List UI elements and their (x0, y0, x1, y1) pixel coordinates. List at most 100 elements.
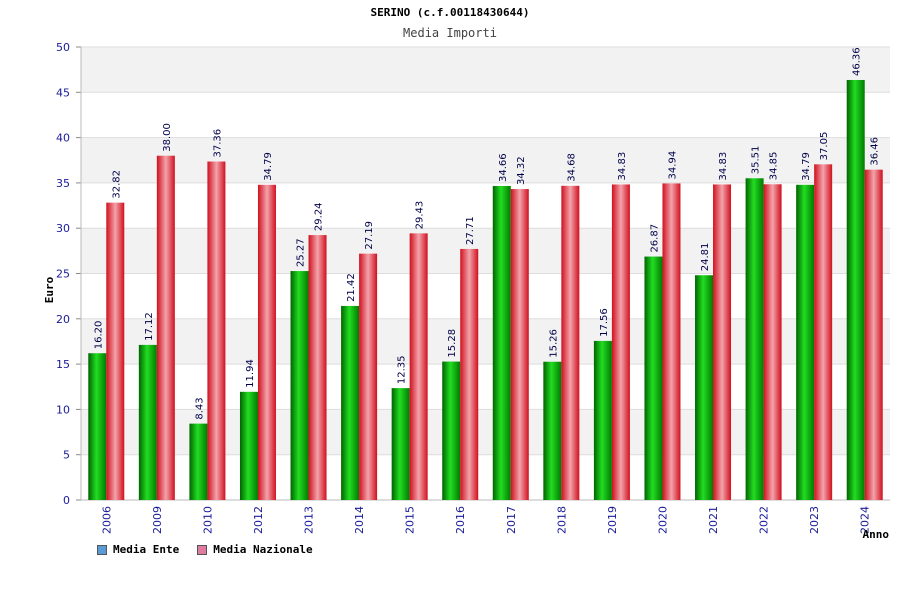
bar-media-nazionale (864, 169, 883, 500)
chart-subtitle: Media Importi (403, 26, 497, 40)
bar-media-nazionale (359, 253, 378, 500)
bar-media-nazionale (156, 155, 175, 500)
bar-media-ente (290, 271, 309, 500)
bar-media-nazionale (662, 183, 681, 500)
data-label-media-ente: 46.36 (852, 47, 863, 76)
x-tick-label: 2010 (201, 506, 214, 534)
bar-media-ente (442, 361, 461, 500)
data-label-media-nazionale: 29.24 (314, 202, 325, 231)
x-tick-label: 2021 (707, 506, 720, 534)
data-label-media-nazionale: 38.00 (162, 123, 173, 152)
bar-media-nazionale (257, 184, 276, 500)
data-label-media-ente: 26.87 (649, 224, 660, 253)
bar-media-nazionale (763, 184, 782, 500)
data-label-media-nazionale: 34.83 (718, 152, 729, 181)
legend-item-nazionale: Media Nazionale (197, 543, 313, 556)
bar-media-ente (846, 79, 865, 501)
data-label-media-nazionale: 34.79 (263, 152, 274, 181)
data-label-media-ente: 16.20 (93, 321, 104, 350)
y-tick-label: 10 (56, 403, 70, 416)
y-tick-label: 35 (56, 177, 70, 190)
data-label-media-ente: 11.94 (245, 359, 256, 388)
data-label-media-nazionale: 34.85 (769, 152, 780, 181)
data-label-media-ente: 25.27 (296, 238, 307, 267)
bar-media-ente (341, 305, 360, 500)
data-label-media-ente: 21.42 (346, 273, 357, 302)
x-tick-label: 2017 (505, 506, 518, 534)
data-label-media-ente: 34.66 (498, 153, 509, 182)
data-label-media-ente: 35.51 (751, 146, 762, 175)
bar-media-nazionale (510, 189, 529, 501)
x-tick-label: 2009 (151, 506, 164, 534)
bar-media-ente (543, 361, 562, 500)
data-label-media-ente: 15.26 (548, 329, 559, 358)
bar-media-nazionale (814, 164, 833, 500)
y-tick-label: 30 (56, 222, 70, 235)
y-tick-label: 20 (56, 313, 70, 326)
bar-media-ente (138, 344, 157, 500)
data-label-media-ente: 34.79 (801, 152, 812, 181)
data-label-media-nazionale: 32.82 (111, 170, 122, 199)
x-tick-label: 2018 (555, 506, 568, 534)
bar-media-ente (189, 423, 208, 500)
y-tick-label: 40 (56, 132, 70, 145)
grid-band (81, 47, 890, 93)
legend-swatch-ente (97, 544, 107, 555)
bar-media-nazionale (713, 184, 732, 501)
grid-band (81, 92, 890, 138)
legend: Media Ente Media Nazionale (97, 543, 313, 556)
data-label-media-nazionale: 37.36 (212, 129, 223, 158)
bar-media-ente (695, 275, 714, 500)
bar-media-ente (239, 391, 258, 500)
data-label-media-ente: 17.12 (144, 312, 155, 341)
data-label-media-ente: 12.35 (397, 355, 408, 384)
x-tick-label: 2020 (656, 506, 669, 534)
x-tick-label: 2015 (404, 506, 417, 534)
legend-label-nazionale: Media Nazionale (213, 543, 313, 556)
y-axis-label: Euro (43, 276, 56, 303)
bar-media-ente (644, 256, 663, 500)
bar-media-ente (88, 353, 107, 500)
x-tick-label: 2019 (606, 506, 619, 534)
legend-item-ente: Media Ente (97, 543, 179, 556)
legend-label-ente: Media Ente (113, 543, 180, 556)
x-tick-label: 2013 (303, 506, 316, 534)
data-label-media-nazionale: 34.68 (566, 153, 577, 182)
bar-media-nazionale (409, 233, 428, 500)
y-tick-label: 50 (56, 41, 70, 54)
data-label-media-nazionale: 34.94 (667, 151, 678, 180)
y-tick-label: 45 (56, 86, 70, 99)
bar-media-ente (492, 185, 511, 500)
data-label-media-ente: 8.43 (194, 397, 205, 419)
bar-media-nazionale (611, 184, 630, 501)
y-tick-label: 15 (56, 358, 70, 371)
data-label-media-nazionale: 36.46 (870, 137, 881, 166)
y-tick-label: 5 (63, 449, 70, 462)
data-label-media-nazionale: 29.43 (415, 201, 426, 230)
bar-media-ente (745, 178, 764, 500)
x-tick-label: 2014 (353, 506, 366, 534)
bar-media-nazionale (207, 161, 226, 500)
data-label-media-ente: 24.81 (700, 243, 711, 272)
bar-media-nazionale (106, 202, 125, 500)
x-tick-label: 2016 (454, 506, 467, 534)
chart-title: SERINO (c.f.00118430644) (370, 6, 530, 19)
data-label-media-nazionale: 27.71 (465, 216, 476, 245)
data-label-media-nazionale: 37.05 (819, 132, 830, 161)
x-axis-label: Anno (863, 528, 890, 541)
x-tick-label: 2022 (758, 506, 771, 534)
data-label-media-nazionale: 34.32 (516, 156, 527, 185)
x-tick-label: 2023 (808, 506, 821, 534)
bar-media-nazionale (561, 185, 580, 500)
data-label-media-ente: 15.28 (447, 329, 458, 358)
bar-media-nazionale (308, 235, 327, 500)
data-label-media-nazionale: 27.19 (364, 221, 375, 250)
bar-media-ente (593, 340, 612, 500)
bar-media-nazionale (460, 248, 479, 500)
x-tick-label: 2012 (252, 506, 265, 534)
y-tick-label: 25 (56, 268, 70, 281)
legend-swatch-nazionale (197, 544, 208, 555)
bar-media-ente (391, 388, 410, 500)
bar-media-ente (796, 184, 815, 500)
